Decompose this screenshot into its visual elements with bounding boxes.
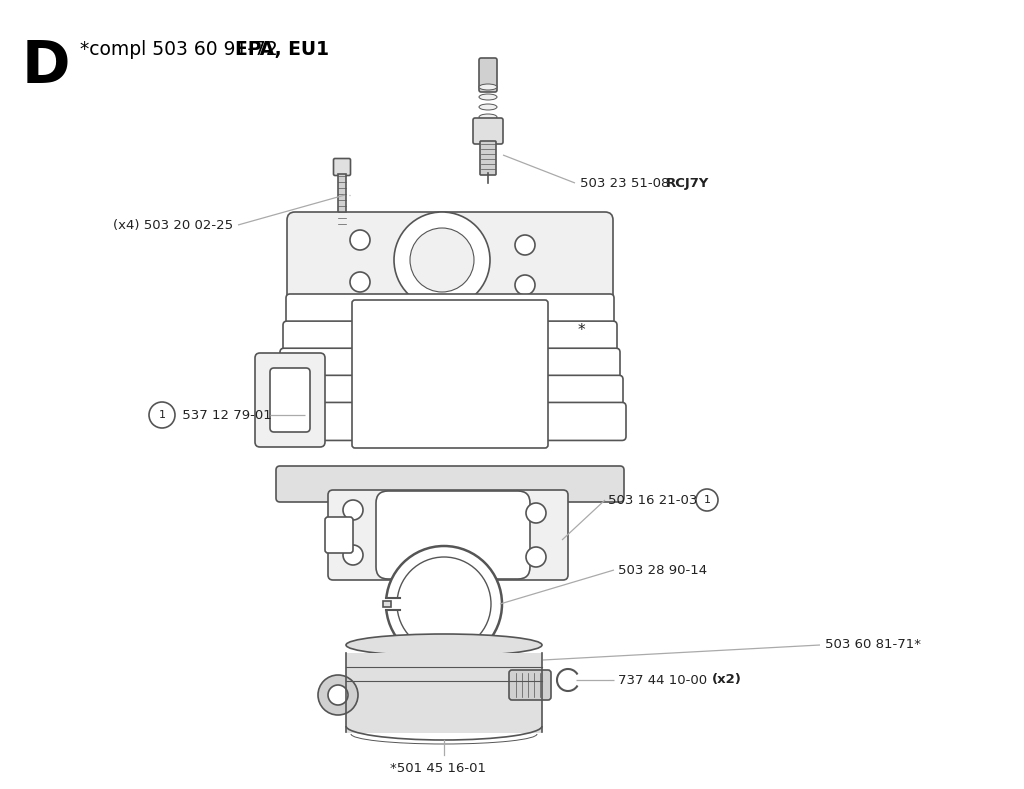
Circle shape bbox=[515, 275, 535, 295]
Circle shape bbox=[696, 489, 718, 511]
Text: 503 23 51-08: 503 23 51-08 bbox=[580, 177, 674, 189]
Circle shape bbox=[394, 212, 490, 308]
Ellipse shape bbox=[346, 634, 542, 656]
Ellipse shape bbox=[479, 94, 497, 100]
FancyBboxPatch shape bbox=[278, 355, 311, 403]
FancyBboxPatch shape bbox=[278, 376, 623, 413]
Circle shape bbox=[343, 545, 362, 565]
FancyBboxPatch shape bbox=[274, 402, 626, 440]
Text: (x2): (x2) bbox=[712, 674, 741, 686]
FancyBboxPatch shape bbox=[281, 362, 305, 396]
FancyBboxPatch shape bbox=[283, 321, 617, 359]
FancyBboxPatch shape bbox=[328, 490, 568, 580]
FancyBboxPatch shape bbox=[479, 58, 497, 92]
Circle shape bbox=[328, 685, 348, 705]
FancyBboxPatch shape bbox=[280, 348, 620, 387]
Text: *: * bbox=[578, 323, 586, 338]
Text: 737 44 10-00: 737 44 10-00 bbox=[618, 674, 712, 686]
Bar bbox=[383, 601, 391, 607]
Ellipse shape bbox=[479, 124, 497, 130]
FancyBboxPatch shape bbox=[325, 517, 353, 553]
Text: 1: 1 bbox=[159, 410, 166, 420]
FancyBboxPatch shape bbox=[270, 368, 310, 432]
Circle shape bbox=[410, 228, 474, 292]
Circle shape bbox=[350, 272, 370, 292]
Text: *compl 503 60 91-72: *compl 503 60 91-72 bbox=[80, 40, 284, 59]
Circle shape bbox=[150, 402, 175, 428]
Circle shape bbox=[526, 547, 546, 567]
FancyBboxPatch shape bbox=[255, 353, 325, 447]
Bar bbox=[338, 174, 346, 229]
Text: RCJ7Y: RCJ7Y bbox=[666, 177, 710, 189]
FancyBboxPatch shape bbox=[276, 466, 624, 502]
Text: D: D bbox=[22, 38, 71, 95]
Ellipse shape bbox=[479, 84, 497, 90]
Text: 503 60 81-71*: 503 60 81-71* bbox=[825, 638, 921, 652]
FancyBboxPatch shape bbox=[287, 212, 613, 303]
Text: 503 28 90-14: 503 28 90-14 bbox=[618, 563, 708, 577]
FancyBboxPatch shape bbox=[286, 294, 614, 332]
Circle shape bbox=[343, 500, 362, 520]
Circle shape bbox=[397, 557, 490, 651]
FancyBboxPatch shape bbox=[334, 159, 350, 175]
Circle shape bbox=[386, 546, 502, 662]
Circle shape bbox=[515, 235, 535, 255]
Text: (x4) 503 20 02-25: (x4) 503 20 02-25 bbox=[113, 219, 233, 231]
Text: EPA, EU1: EPA, EU1 bbox=[234, 40, 329, 59]
FancyBboxPatch shape bbox=[509, 670, 551, 700]
Circle shape bbox=[350, 230, 370, 250]
Bar bbox=[346, 653, 542, 733]
Ellipse shape bbox=[479, 104, 497, 110]
Circle shape bbox=[526, 503, 546, 523]
Text: 537 12 79-01: 537 12 79-01 bbox=[178, 409, 271, 421]
Circle shape bbox=[318, 675, 358, 715]
Bar bbox=[381, 598, 431, 610]
Text: *501 45 16-01: *501 45 16-01 bbox=[390, 762, 486, 775]
Text: 503 16 21-03: 503 16 21-03 bbox=[608, 493, 701, 507]
FancyBboxPatch shape bbox=[473, 118, 503, 144]
FancyBboxPatch shape bbox=[480, 141, 496, 175]
FancyBboxPatch shape bbox=[376, 491, 530, 579]
Text: 1: 1 bbox=[703, 495, 711, 505]
FancyBboxPatch shape bbox=[352, 300, 548, 448]
Ellipse shape bbox=[479, 114, 497, 120]
